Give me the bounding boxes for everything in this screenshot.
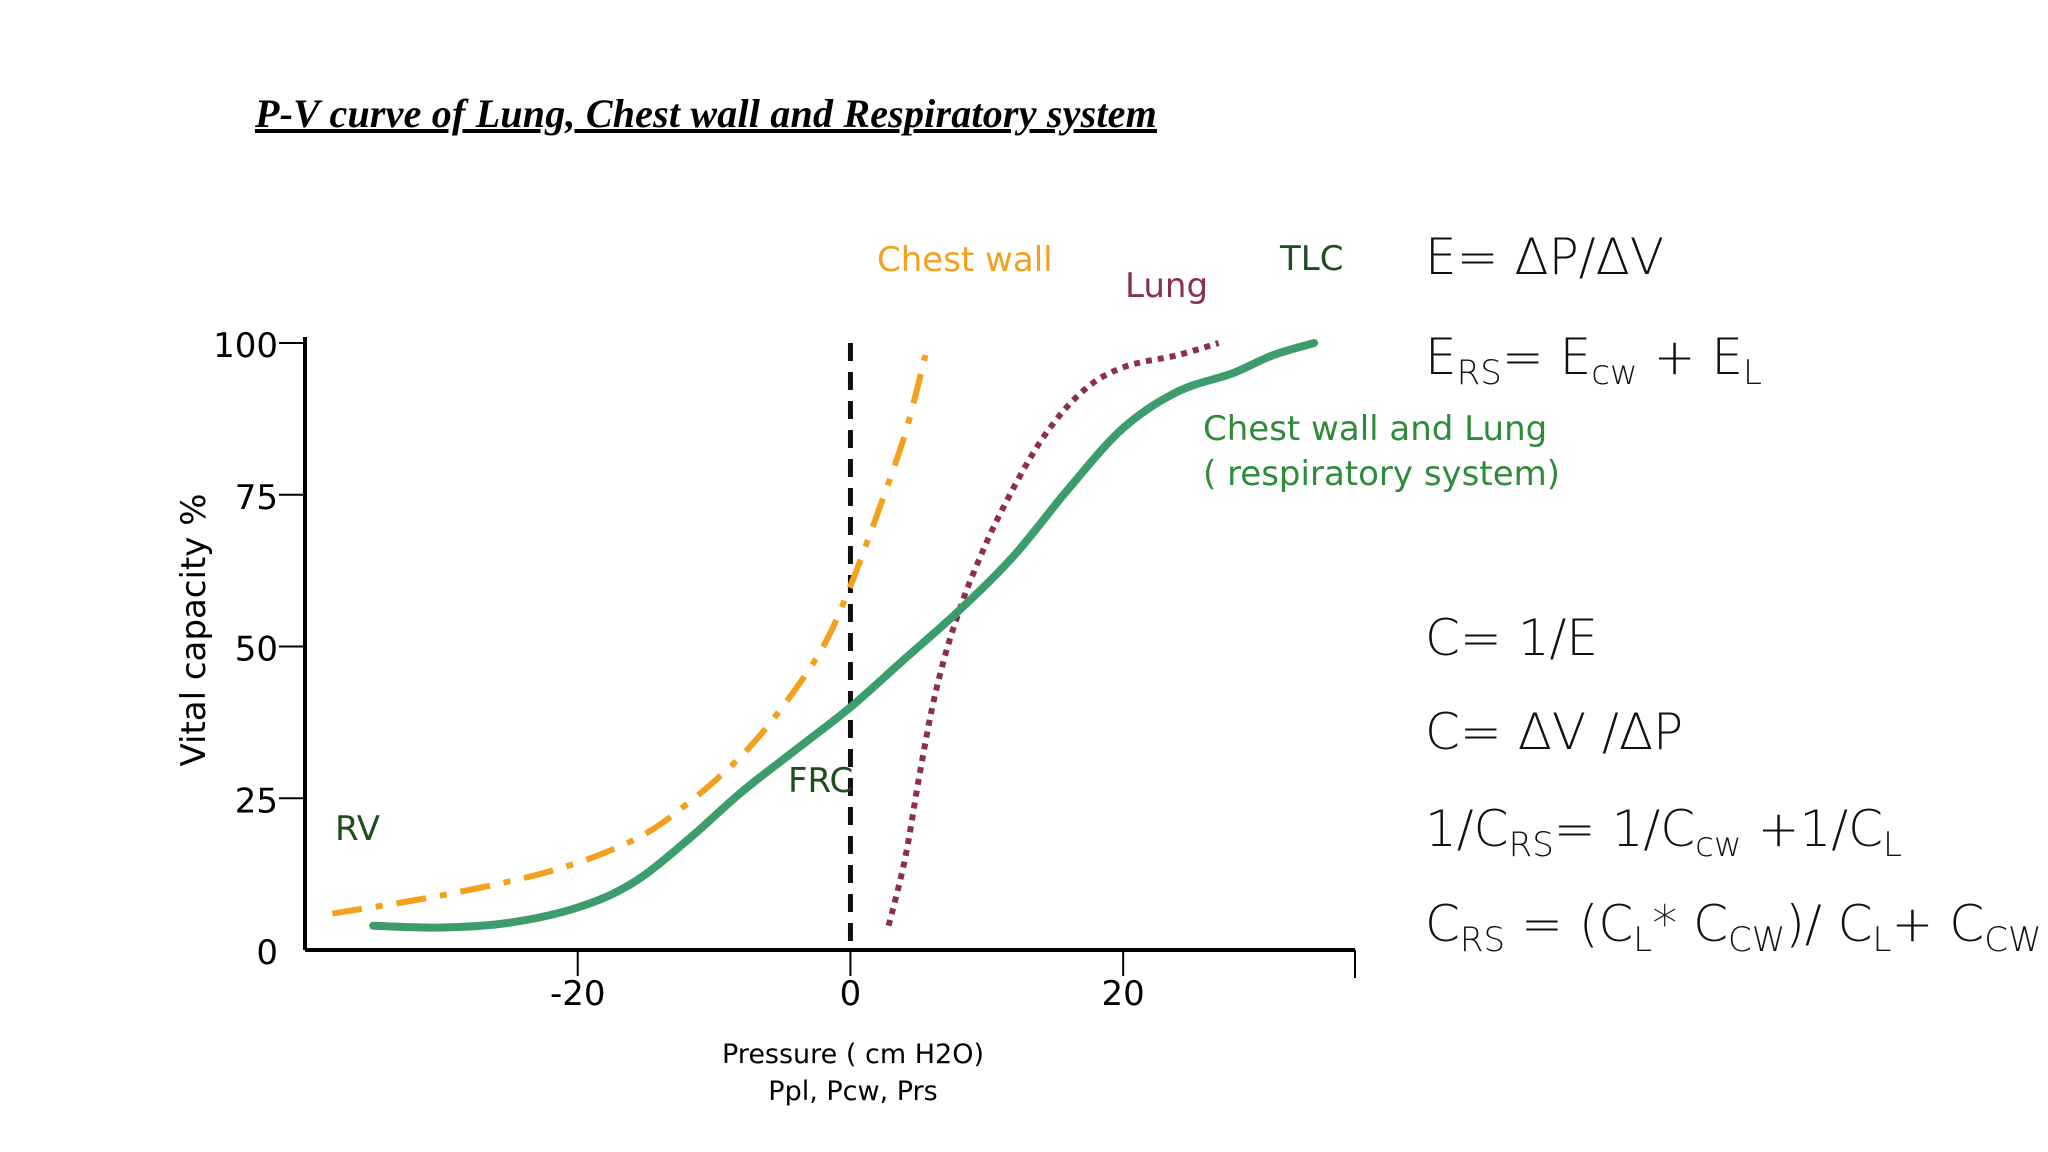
series-lung	[885, 340, 1220, 927]
xlabel-secondary: Ppl, Pcw, Prs	[768, 1076, 937, 1107]
label-frc: FRC	[788, 761, 853, 801]
x-tick-label: 20	[1102, 974, 1145, 1014]
equation-compliance-delta: C= ΔV /ΔP	[1425, 703, 1684, 761]
y-tick-label: 75	[235, 478, 278, 518]
y-tick-label: 25	[235, 781, 278, 821]
page-title: P-V curve of Lung, Chest wall and Respir…	[255, 91, 1157, 136]
label-tlc: TLC	[1279, 239, 1343, 279]
label-respiratory-system-line2: ( respiratory system)	[1203, 454, 1560, 494]
label-rv: RV	[335, 809, 380, 849]
x-tick-label: 0	[840, 974, 862, 1014]
equation-compliance: C= 1/E	[1425, 609, 1598, 667]
y-tick-label: 100	[213, 326, 278, 366]
label-respiratory-system-line1: Chest wall and Lung	[1203, 409, 1547, 449]
equation-compliance-sum: 1/CRS= 1/Ccw +1/CL	[1425, 800, 1902, 865]
label-lung: Lung	[1125, 266, 1208, 306]
xlabel: Pressure ( cm H2O)	[722, 1039, 984, 1070]
equation-elastance: E= ΔP/ΔV	[1425, 228, 1664, 286]
series-chest-wall	[331, 354, 929, 917]
equation-compliance-combined: CRS = (CL* CCW)/ CL+ CCW	[1425, 895, 2042, 960]
ylabel: Vital capacity %	[174, 493, 214, 766]
label-chest-wall: Chest wall	[877, 240, 1053, 280]
equation-elastance-sum: ERS= Ecw + EL	[1425, 328, 1762, 393]
y-tick-label: 50	[235, 630, 278, 670]
series-respiratory-system	[369, 339, 1319, 932]
series-layer	[331, 339, 1319, 932]
axes: 0 25 50 75 100 -20 0 20	[213, 326, 1356, 1014]
x-tick-label: -20	[550, 974, 606, 1014]
y-tick-label: 0	[256, 933, 278, 973]
